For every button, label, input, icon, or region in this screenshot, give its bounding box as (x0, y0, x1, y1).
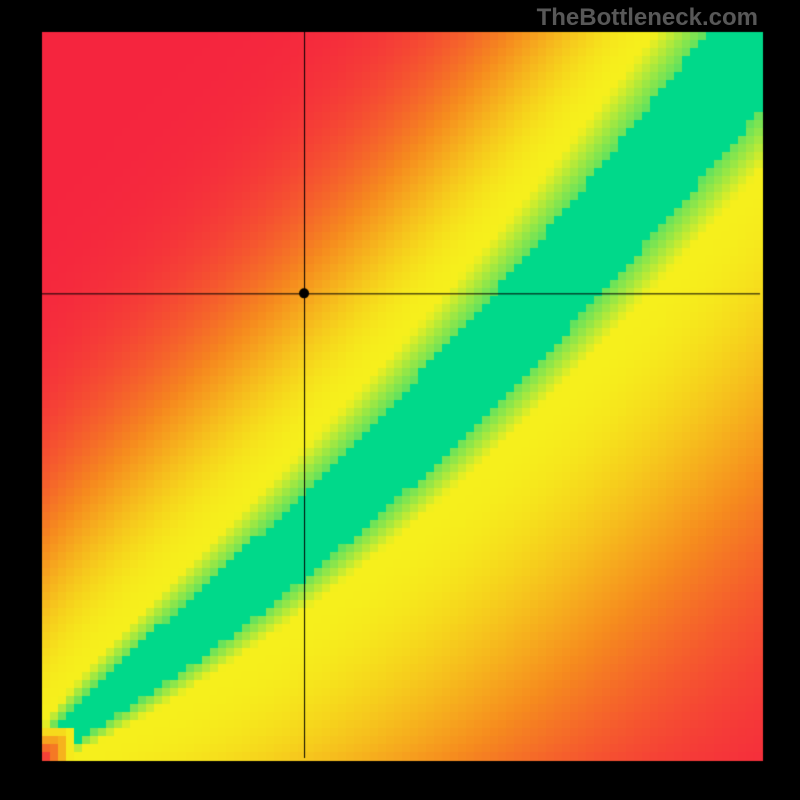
chart-container: TheBottleneck.com (0, 0, 800, 800)
bottleneck-heatmap-canvas (0, 0, 800, 800)
watermark-text: TheBottleneck.com (537, 4, 758, 32)
